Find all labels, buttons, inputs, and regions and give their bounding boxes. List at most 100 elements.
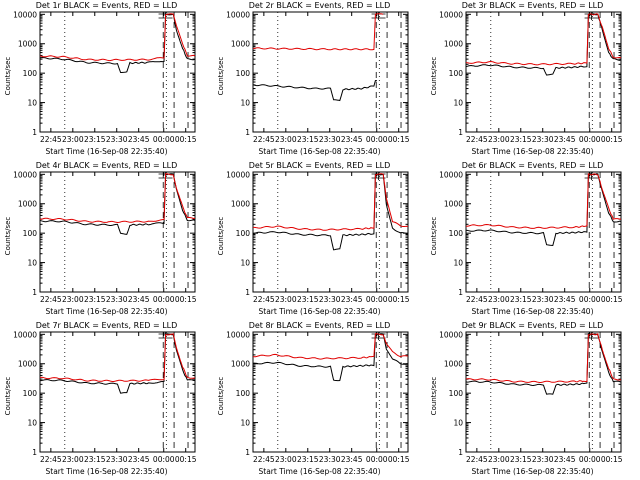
x-tick-label: 00:00 — [579, 295, 601, 304]
x-axis-label: Start Time (16-Sep-08 22:35:40) — [258, 147, 381, 156]
x-tick-label: 23:30 — [106, 455, 128, 464]
x-tick-label: 23:15 — [297, 135, 319, 144]
y-tick-label: 100 — [449, 229, 464, 238]
plot-title: Det 1r BLACK = Events, RED = LLD — [35, 1, 178, 10]
plot-svg: 1 10 100 1000 10000 22:45 23:00 23:15 23:30 23:45… — [13, 170, 197, 304]
y-tick-label: 1000 — [231, 40, 250, 49]
y-tick-label: 1 — [32, 448, 37, 457]
y-tick-label: 10000 — [13, 10, 37, 19]
events-series-line — [40, 333, 195, 394]
plot-title: Det 4r BLACK = Events, RED = LLD — [35, 161, 178, 170]
detector-plot-panel: 1 10 100 1000 10000 22:45 23:00 23:15 23:30 23:45… — [0, 160, 213, 320]
y-tick-label: 1000 — [444, 200, 463, 209]
lld-series-line — [252, 333, 409, 360]
plot-svg: 1 10 100 1000 10000 22:45 23:00 23:15 23:30 23:45… — [226, 10, 410, 144]
x-tick-label: 00:15 — [388, 295, 410, 304]
x-tick-label: 23:30 — [532, 295, 554, 304]
x-tick-label: 22:45 — [466, 135, 488, 144]
time-range-marker — [584, 332, 599, 340]
y-tick-label: 10000 — [226, 170, 250, 179]
x-tick-label: 23:30 — [106, 135, 128, 144]
x-tick-label: 22:45 — [253, 295, 275, 304]
x-tick-label: 22:45 — [466, 295, 488, 304]
x-tick-label: 00:15 — [175, 295, 197, 304]
y-axis-label: Counts/sec — [217, 56, 225, 96]
x-tick-label: 00:00 — [153, 135, 175, 144]
y-tick-label: 1 — [245, 288, 250, 297]
y-tick-label: 1 — [32, 128, 37, 137]
y-tick-label: 10 — [240, 419, 250, 428]
x-tick-label: 23:00 — [62, 135, 84, 144]
x-axis-label: Start Time (16-Sep-08 22:35:40) — [45, 147, 168, 156]
y-tick-label: 10000 — [13, 330, 37, 339]
time-range-marker — [371, 12, 386, 20]
y-tick-label: 100 — [236, 229, 251, 238]
x-tick-label: 00:00 — [366, 455, 388, 464]
y-tick-label: 100 — [236, 389, 251, 398]
y-tick-label: 1000 — [231, 200, 250, 209]
y-tick-label: 10 — [453, 99, 463, 108]
plot-svg: 1 10 100 1000 10000 22:45 23:00 23:15 23:30 23:45… — [439, 170, 623, 304]
plot-title: Det 5r BLACK = Events, RED = LLD — [248, 161, 391, 170]
x-tick-label: 00:00 — [579, 455, 601, 464]
detector-plot-panel: 1 10 100 1000 10000 22:45 23:00 23:15 23:30 23:45… — [426, 160, 639, 320]
x-tick-label: 22:45 — [253, 455, 275, 464]
x-tick-label: 23:30 — [106, 295, 128, 304]
x-tick-label: 22:45 — [40, 295, 62, 304]
lld-series-line — [466, 173, 621, 229]
y-tick-label: 10000 — [13, 170, 37, 179]
lld-series-line — [465, 333, 622, 383]
x-tick-label: 22:45 — [466, 455, 488, 464]
y-tick-label: 1000 — [444, 360, 463, 369]
y-tick-label: 1 — [32, 288, 37, 297]
x-tick-label: 00:15 — [601, 135, 623, 144]
x-tick-label: 23:45 — [128, 295, 150, 304]
y-tick-label: 100 — [449, 389, 464, 398]
x-axis-label: Start Time (16-Sep-08 22:35:40) — [258, 307, 381, 316]
x-axis-label: Start Time (16-Sep-08 22:35:40) — [258, 467, 381, 476]
x-tick-label: 23:45 — [341, 135, 363, 144]
y-tick-label: 100 — [23, 389, 38, 398]
y-tick-label: 10000 — [439, 330, 463, 339]
lld-series-line — [39, 173, 196, 224]
y-tick-label: 10000 — [226, 10, 250, 19]
y-tick-label: 1000 — [231, 360, 250, 369]
y-tick-label: 10 — [27, 419, 37, 428]
events-series-line — [465, 173, 622, 247]
detector-plot-panel: 1 10 100 1000 10000 22:45 23:00 23:15 23:30 23:45… — [426, 320, 639, 480]
x-tick-label: 23:00 — [275, 295, 297, 304]
y-tick-label: 10 — [240, 99, 250, 108]
x-tick-label: 00:00 — [153, 455, 175, 464]
x-tick-label: 23:30 — [319, 135, 341, 144]
events-series-line — [252, 173, 409, 251]
y-tick-label: 10 — [453, 419, 463, 428]
y-tick-label: 100 — [236, 69, 251, 78]
plot-title: Det 9r BLACK = Events, RED = LLD — [461, 321, 604, 330]
x-tick-label: 00:00 — [579, 135, 601, 144]
y-tick-label: 1000 — [444, 40, 463, 49]
lld-series-line — [39, 13, 196, 62]
plot-frame — [39, 171, 196, 293]
x-axis-label: Start Time (16-Sep-08 22:35:40) — [471, 147, 594, 156]
detector-plot-panel: 1 10 100 1000 10000 22:45 23:00 23:15 23:30 23:45… — [0, 320, 213, 480]
y-axis-label: Counts/sec — [217, 376, 225, 416]
y-tick-label: 1 — [458, 288, 463, 297]
lld-series-line — [253, 173, 409, 231]
plot-frame — [465, 171, 622, 293]
x-tick-label: 23:15 — [510, 295, 532, 304]
x-axis-label: Start Time (16-Sep-08 22:35:40) — [45, 307, 168, 316]
plot-frame — [252, 171, 409, 293]
y-tick-label: 10000 — [439, 170, 463, 179]
y-tick-label: 100 — [449, 69, 464, 78]
plot-title: Det 3r BLACK = Events, RED = LLD — [461, 1, 604, 10]
plot-frame — [465, 11, 622, 133]
x-tick-label: 23:15 — [84, 455, 106, 464]
plot-title: Det 6r BLACK = Events, RED = LLD — [461, 161, 604, 170]
x-tick-label: 23:00 — [62, 295, 84, 304]
y-tick-label: 1000 — [18, 200, 37, 209]
plot-title: Det 8r BLACK = Events, RED = LLD — [248, 321, 391, 330]
x-tick-label: 22:45 — [40, 455, 62, 464]
y-tick-label: 1 — [245, 128, 250, 137]
x-tick-label: 23:30 — [319, 455, 341, 464]
